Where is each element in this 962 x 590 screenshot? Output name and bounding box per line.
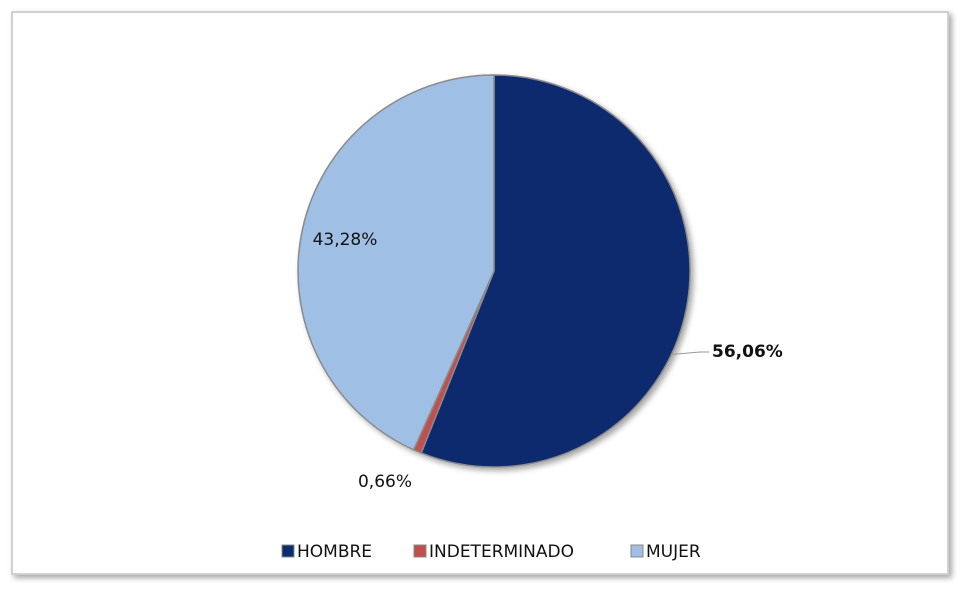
legend-label: MUJER	[646, 542, 701, 562]
legend-label: INDETERMINADO	[429, 542, 574, 562]
pie-slice	[297, 74, 495, 451]
legend-swatch	[413, 544, 427, 558]
legend-swatch	[281, 544, 295, 558]
pie	[297, 74, 691, 468]
legend-swatch	[630, 544, 644, 558]
leader-line	[671, 351, 709, 356]
legend-label: HOMBRE	[297, 542, 372, 562]
data-label: 43,28%	[313, 230, 378, 250]
data-label: 0,66%	[358, 472, 412, 492]
pie-slice	[420, 74, 691, 468]
data-label: 56,06%	[712, 342, 783, 362]
